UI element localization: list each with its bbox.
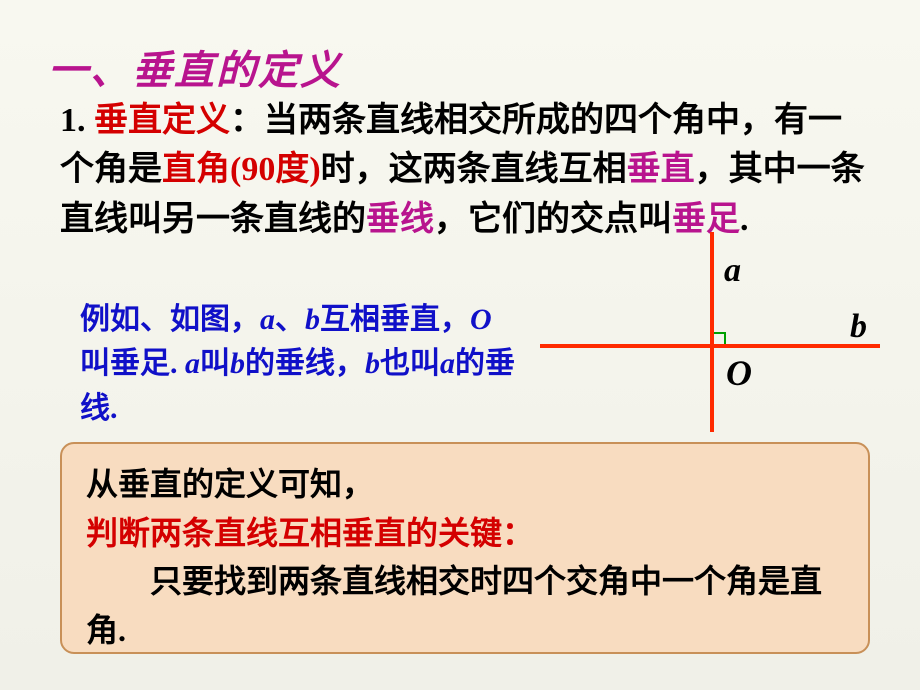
- def-number: 1.: [60, 102, 86, 139]
- example-text: 例如、如图，a、b互相垂直，O叫垂足. a叫b的垂线，b也叫a的垂线.: [80, 298, 520, 431]
- summary-line2: 判断两条直线互相垂直的关键：: [86, 509, 844, 558]
- ninety-degrees: 90度: [241, 151, 309, 188]
- def-label: 垂直定义: [94, 102, 230, 139]
- summary-box: 从垂直的定义可知， 判断两条直线互相垂直的关键： 只要找到两条直线相交时四个交角…: [60, 442, 870, 654]
- section-heading: 一、垂直的定义: [48, 38, 342, 96]
- perpendicular-diagram: a b O: [540, 232, 880, 432]
- right-angle-term: 直角: [162, 151, 230, 188]
- perpendicular-term: 垂直: [627, 151, 695, 188]
- diagram-label-o: O: [726, 352, 752, 394]
- summary-line3: 只要找到两条直线相交时四个交角中一个角是直角.: [86, 557, 844, 654]
- summary-line1: 从垂直的定义可知，: [86, 460, 844, 509]
- definition-text: 1. 垂直定义：当两条直线相交所成的四个角中，有一个角是直角(90度)时，这两条…: [60, 96, 870, 244]
- diagram-label-a: a: [724, 252, 741, 290]
- perpendicular-line-term: 垂线: [366, 201, 434, 238]
- diagram-label-b: b: [850, 308, 867, 346]
- bullet-dot: [368, 316, 374, 322]
- right-angle-marker: [714, 332, 726, 344]
